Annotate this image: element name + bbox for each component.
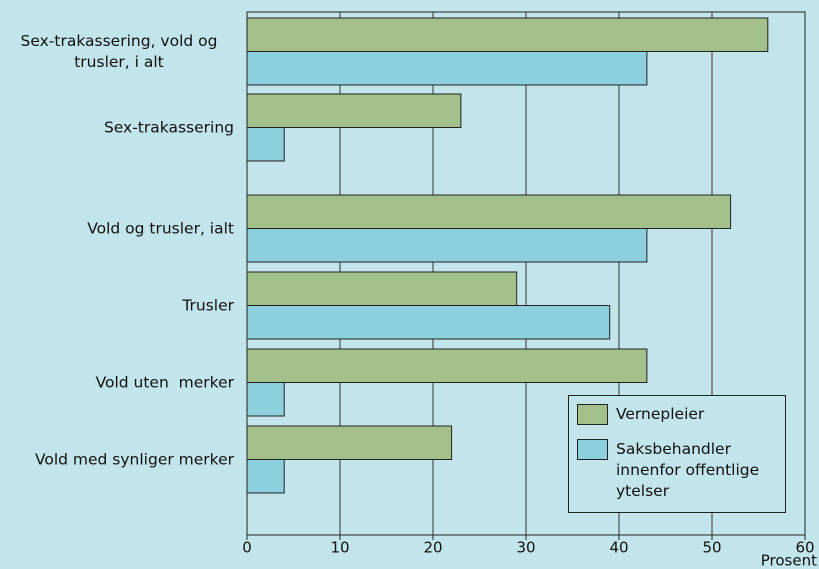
bar	[246, 305, 611, 340]
category-label: Sex-trakassering, vold og trusler, i alt	[4, 31, 234, 73]
legend-label: Vernepleier	[616, 405, 705, 423]
legend-item: Vernepleier	[577, 404, 786, 425]
x-tick-label: 60	[795, 539, 814, 557]
category-label: Sex-trakassering	[4, 117, 234, 138]
legend-label: Saksbehandler innenfor offentlige ytelse…	[616, 440, 760, 500]
category-label: Vold uten merker	[4, 372, 234, 393]
category-label: Trusler	[4, 295, 234, 316]
bar	[246, 425, 453, 460]
bar	[246, 194, 732, 229]
category-text: Trusler	[182, 296, 234, 314]
bar	[246, 17, 769, 52]
bar	[246, 271, 518, 306]
bar	[246, 382, 285, 417]
category-label: Vold med synliger merker	[4, 449, 234, 470]
bar	[246, 228, 648, 263]
category-text: Vold med synliger merker	[34, 450, 234, 468]
bar	[246, 93, 462, 128]
x-axis-label: Prosent	[761, 552, 817, 569]
x-tick-label: 10	[330, 539, 349, 557]
legend-item: Saksbehandler innenfor offentlige ytelse…	[577, 439, 786, 502]
category-text: Vold og trusler, ialt	[87, 219, 234, 237]
x-tick-label: 50	[702, 539, 721, 557]
x-tick-label: 20	[423, 539, 442, 557]
legend-swatch	[577, 404, 608, 425]
category-text: Sex-trakassering	[103, 118, 234, 136]
category-text: Sex-trakassering, vold og trusler, i alt	[20, 31, 223, 71]
bar	[246, 459, 285, 494]
x-tick-label: 0	[242, 539, 252, 557]
category-text: Vold uten merker	[95, 373, 234, 391]
legend-swatch	[577, 439, 608, 460]
bar	[246, 348, 648, 383]
bar	[246, 127, 285, 162]
x-tick-label: 40	[609, 539, 628, 557]
legend: Vernepleier Saksbehandler innenfor offent…	[568, 395, 786, 513]
category-label: Vold og trusler, ialt	[4, 218, 234, 239]
x-tick-label: 30	[516, 539, 535, 557]
bar	[246, 51, 648, 86]
